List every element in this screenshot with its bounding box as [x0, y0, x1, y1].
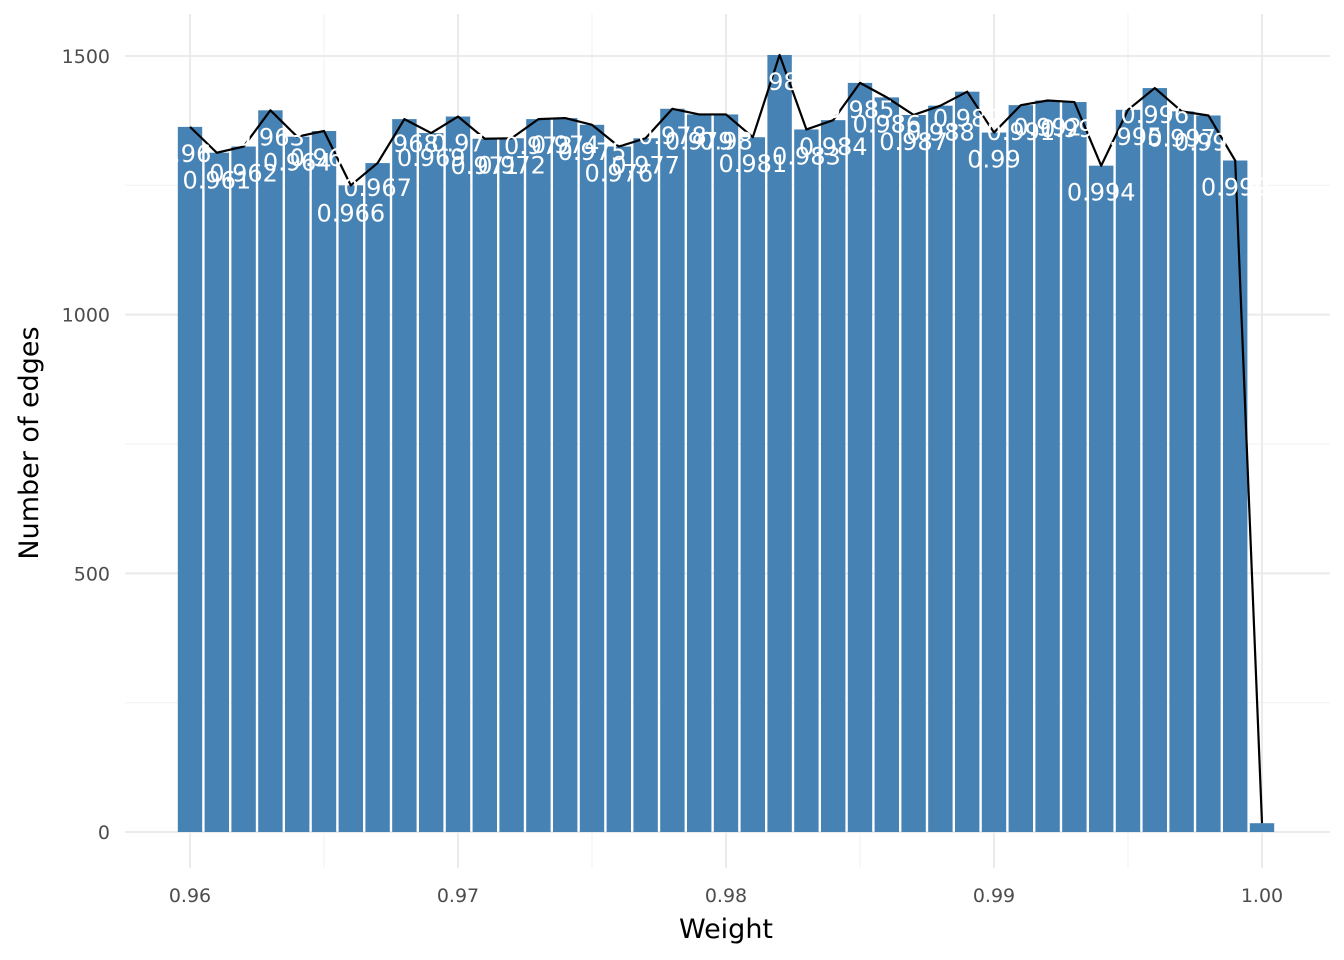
bar	[1008, 105, 1033, 832]
bar-label: 0.998	[1174, 128, 1243, 156]
bar	[231, 146, 256, 833]
bar	[204, 152, 229, 832]
bar	[1223, 160, 1248, 832]
bar	[928, 105, 953, 832]
bar	[713, 114, 739, 832]
bar	[1035, 100, 1060, 833]
y-tick-label: 1500	[62, 46, 110, 68]
bars	[177, 54, 1275, 833]
bar-label: 0.98	[699, 127, 752, 155]
bar-label: 0.972	[477, 151, 546, 179]
x-tick-label: 0.96	[169, 885, 211, 907]
bar-label: 0.999	[1201, 174, 1270, 202]
y-axis-ticks: 0 500 1000 1500	[62, 46, 110, 844]
bar	[1249, 823, 1275, 832]
frequency-polygon	[189, 53, 1264, 824]
bar	[285, 136, 310, 833]
bar	[955, 91, 980, 833]
bar-label: 0.985	[826, 96, 895, 124]
bar-label: 0.99	[967, 146, 1020, 174]
bar-label: 0.997	[1147, 124, 1216, 152]
y-tick-label: 1000	[62, 305, 110, 327]
x-axis-ticks: 0.96 0.97 0.98 0.99 1.00	[169, 885, 1283, 907]
bar-label: 0.983	[772, 142, 841, 170]
count-line	[189, 53, 1264, 824]
bar	[901, 114, 926, 832]
bar	[526, 119, 551, 832]
bar	[392, 119, 417, 832]
bar	[1062, 102, 1087, 832]
bar	[767, 54, 792, 832]
bar-label: 0.996	[1120, 101, 1189, 129]
bar	[419, 133, 444, 833]
bar	[579, 124, 605, 832]
bar	[606, 146, 631, 833]
bar-label: 0.965	[290, 144, 359, 172]
bar-label: 0.961	[182, 167, 251, 195]
bar-label: 0.986	[852, 110, 921, 138]
bar-label: 0.963	[236, 123, 305, 151]
bar-label: 0.97	[431, 130, 484, 158]
y-tick-label: 0	[98, 822, 110, 844]
bar-label: 0.975	[558, 138, 627, 166]
bar	[981, 132, 1007, 833]
bar	[553, 118, 578, 832]
bar-label: 0.989	[933, 105, 1002, 133]
bar	[633, 138, 658, 833]
bar	[660, 108, 685, 832]
bar-label: 0.968	[370, 130, 439, 158]
bar-label: 0.973	[504, 132, 573, 160]
bar	[874, 97, 899, 833]
bar	[687, 114, 712, 832]
bar-label: 0.994	[1067, 179, 1136, 207]
bar-label: 0.982	[745, 68, 814, 96]
bar	[1196, 115, 1221, 832]
bar-label: 0.977	[611, 151, 680, 179]
x-tick-label: 0.97	[437, 885, 479, 907]
bar-label: 0.992	[1013, 113, 1082, 141]
bar	[740, 137, 765, 833]
x-tick-label: 0.99	[973, 885, 1015, 907]
bar-label: 0.987	[879, 128, 948, 156]
bar	[1115, 109, 1141, 832]
bar	[338, 185, 363, 833]
bar-label: 0.971	[450, 152, 519, 180]
y-axis-title: Number of edges	[14, 326, 45, 559]
bar-label: 0.993	[1040, 115, 1109, 143]
bar-label: 0.967	[343, 174, 412, 202]
bar-label: 0.991	[986, 118, 1055, 146]
bar	[499, 138, 524, 833]
bar	[311, 131, 337, 833]
bar	[1089, 165, 1114, 832]
bar-labels: 0.960.9610.9620.9630.9640.9650.9660.9670…	[158, 68, 1270, 227]
x-tick-label: 0.98	[705, 885, 747, 907]
y-tick-label: 500	[74, 563, 110, 585]
bar	[445, 116, 471, 832]
bar-label: 0.984	[799, 133, 868, 161]
bar-label: 0.988	[906, 119, 975, 147]
x-axis-title: Weight	[679, 914, 773, 945]
bar	[821, 120, 846, 832]
bar-label: 0.966	[316, 199, 385, 227]
bar	[258, 110, 283, 832]
bar-label: 0.981	[718, 150, 787, 178]
bar	[177, 126, 203, 833]
bar-label: 0.962	[209, 160, 278, 188]
bar-label: 0.969	[397, 144, 466, 172]
bar-label: 0.979	[665, 127, 734, 155]
bar-label: 0.976	[584, 160, 653, 188]
bar-label: 0.974	[531, 131, 600, 159]
x-tick-label: 1.00	[1241, 885, 1283, 907]
bar-label: 0.96	[158, 140, 211, 168]
bar	[1142, 88, 1167, 833]
bar-label: 0.978	[638, 122, 707, 150]
bar-label: 0.995	[1094, 123, 1163, 151]
bar	[847, 82, 873, 832]
bar	[472, 138, 497, 833]
bar-label: 0.964	[263, 149, 332, 177]
bar	[1169, 111, 1194, 832]
bar	[365, 163, 390, 832]
bar	[794, 129, 819, 833]
